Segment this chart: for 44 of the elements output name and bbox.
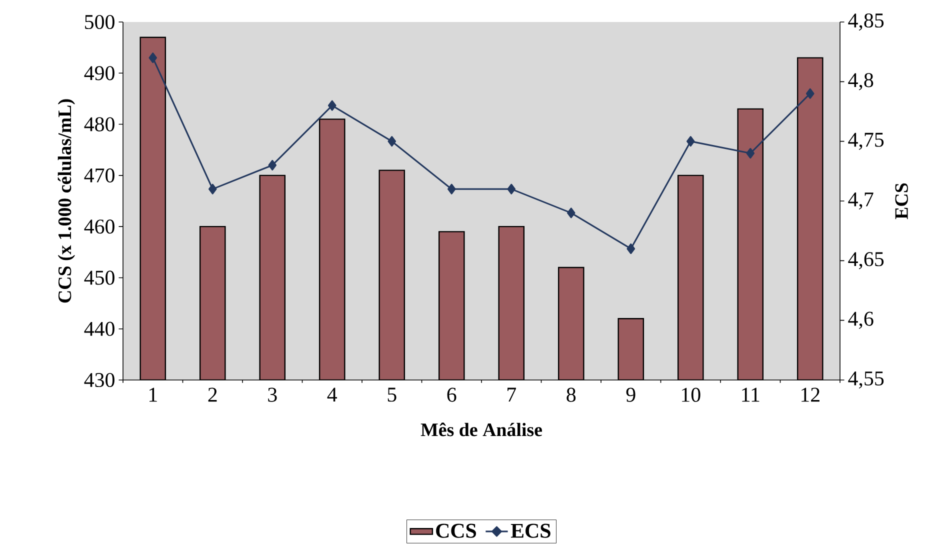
x-tick-label: 8 (566, 388, 576, 402)
point (328, 100, 336, 111)
x-tick-label: 7 (508, 388, 516, 402)
y-tick-label: 490 (84, 66, 114, 80)
y-axis-title: CCS (x 1.000 células/mL) (58, 99, 76, 303)
y2-tick-label: 4,7 (848, 192, 874, 210)
x-tick-label: 9 (626, 388, 636, 402)
x-tick-label: 3 (268, 388, 277, 402)
legend-label: CCS (436, 524, 476, 538)
point (208, 184, 217, 194)
point (148, 52, 158, 64)
y2-tick-label: 4,75 (848, 132, 884, 150)
y-tick-label: 500 (85, 14, 114, 30)
y2-tick-label: 4,8 (848, 73, 874, 90)
x-tick-label: 5 (388, 388, 396, 402)
point (686, 136, 695, 147)
x-tick-label: 12 (802, 388, 820, 402)
point (447, 184, 456, 194)
y2-tick-label: 4,85 (848, 13, 884, 31)
point (388, 136, 396, 147)
point (746, 148, 755, 159)
x-tick-label: 1 (149, 388, 157, 402)
x-tick-label: 11 (742, 388, 760, 402)
y2-tick-label: 4,65 (848, 252, 884, 270)
y-tick-label: 480 (84, 117, 114, 132)
y-tick-label: 450 (84, 270, 114, 285)
y2-tick-label: 4,55 (848, 372, 884, 388)
y2-axis-title: ECS (895, 183, 908, 220)
y-tick-label: 460 (84, 220, 114, 234)
y2-tick-label: 4,6 (848, 312, 874, 329)
y-tick-label: 440 (84, 322, 114, 336)
legend-label: ECS (510, 524, 550, 538)
y-tick-label: 470 (84, 168, 114, 182)
point (626, 243, 636, 254)
x-tick-label: 4 (327, 388, 338, 402)
point (566, 208, 576, 218)
x-axis-title: Mês de Análise (420, 422, 542, 436)
point (507, 184, 516, 194)
x-tick-label: 6 (447, 388, 456, 402)
y-tick-label: 430 (84, 372, 114, 388)
point (268, 160, 277, 170)
x-tick-label: 2 (208, 388, 217, 402)
point (806, 88, 814, 99)
x-tick-label: 10 (682, 388, 700, 402)
